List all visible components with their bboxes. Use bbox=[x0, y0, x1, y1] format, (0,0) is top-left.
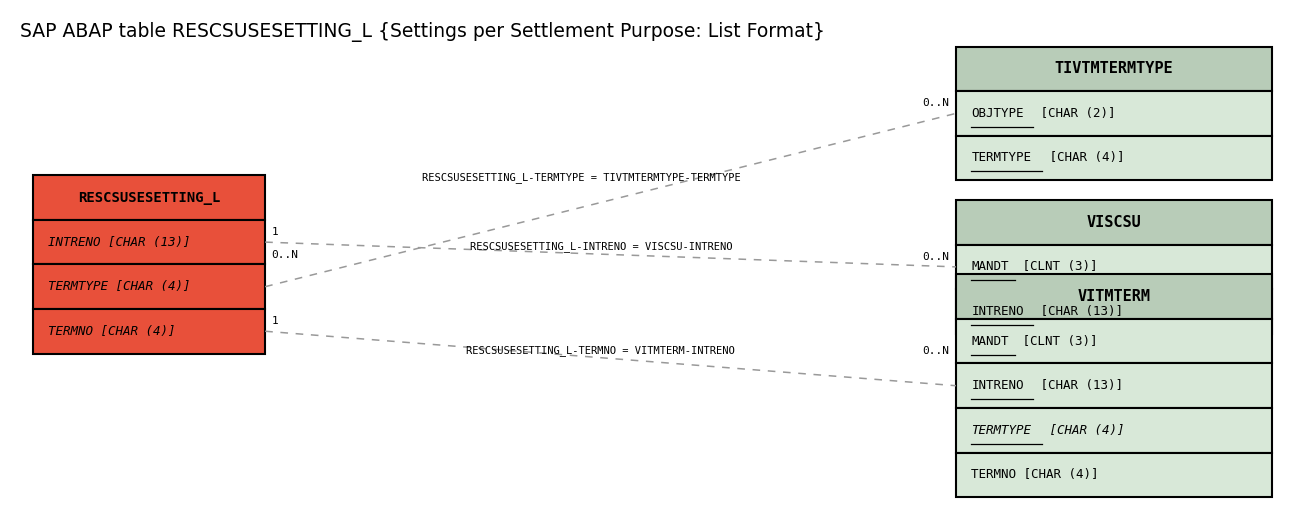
Text: MANDT: MANDT bbox=[971, 261, 1009, 273]
Text: TERMTYPE: TERMTYPE bbox=[971, 424, 1031, 437]
Text: TERMTYPE: TERMTYPE bbox=[971, 152, 1031, 164]
Text: 0..N: 0..N bbox=[923, 98, 950, 108]
Text: RESCSUSESETTING_L-TERMTYPE = TIVTMTERMTYPE-TERMTYPE: RESCSUSESETTING_L-TERMTYPE = TIVTMTERMTY… bbox=[422, 172, 741, 183]
Bar bbox=[955, 319, 1272, 363]
Text: [CHAR (4)]: [CHAR (4)] bbox=[1041, 152, 1124, 164]
Text: VISCSU: VISCSU bbox=[1087, 215, 1142, 230]
Text: OBJTYPE: OBJTYPE bbox=[971, 107, 1024, 120]
Text: 0..N: 0..N bbox=[923, 252, 950, 262]
Text: TERMTYPE [CHAR (4)]: TERMTYPE [CHAR (4)] bbox=[48, 280, 191, 293]
Text: [CHAR (13)]: [CHAR (13)] bbox=[1032, 379, 1122, 392]
Bar bbox=[955, 453, 1272, 497]
Bar bbox=[955, 363, 1272, 408]
Text: VITMTERM: VITMTERM bbox=[1078, 289, 1151, 304]
Text: TERMNO [CHAR (4)]: TERMNO [CHAR (4)] bbox=[971, 468, 1099, 482]
Text: 0..N: 0..N bbox=[923, 346, 950, 356]
Text: 1: 1 bbox=[271, 227, 278, 237]
Bar bbox=[955, 274, 1272, 319]
Text: [CHAR (2)]: [CHAR (2)] bbox=[1032, 107, 1116, 120]
Text: RESCSUSESETTING_L: RESCSUSESETTING_L bbox=[78, 190, 221, 205]
Text: RESCSUSESETTING_L-INTRENO = VISCSU-INTRENO: RESCSUSESETTING_L-INTRENO = VISCSU-INTRE… bbox=[470, 241, 732, 252]
Bar bbox=[33, 220, 265, 264]
Bar bbox=[955, 91, 1272, 136]
Bar bbox=[955, 245, 1272, 289]
Text: RESCSUSESETTING_L-TERMNO = VITMTERM-INTRENO: RESCSUSESETTING_L-TERMNO = VITMTERM-INTR… bbox=[466, 345, 735, 356]
Bar bbox=[33, 309, 265, 354]
Text: [CLNT (3)]: [CLNT (3)] bbox=[1015, 261, 1098, 273]
Text: [CLNT (3)]: [CLNT (3)] bbox=[1015, 334, 1098, 348]
Text: [CHAR (4)]: [CHAR (4)] bbox=[1041, 424, 1124, 437]
Bar bbox=[955, 136, 1272, 180]
Bar bbox=[33, 264, 265, 309]
Text: 1: 1 bbox=[271, 316, 278, 326]
Bar bbox=[955, 46, 1272, 91]
Text: TIVTMTERMTYPE: TIVTMTERMTYPE bbox=[1054, 61, 1173, 76]
Text: [CHAR (13)]: [CHAR (13)] bbox=[1032, 305, 1122, 318]
Text: SAP ABAP table RESCSUSESETTING_L {Settings per Settlement Purpose: List Format}: SAP ABAP table RESCSUSESETTING_L {Settin… bbox=[20, 22, 825, 42]
Bar bbox=[955, 289, 1272, 334]
Text: MANDT: MANDT bbox=[971, 334, 1009, 348]
Text: INTRENO: INTRENO bbox=[971, 379, 1024, 392]
Bar bbox=[955, 408, 1272, 453]
Text: INTRENO: INTRENO bbox=[971, 305, 1024, 318]
Bar bbox=[955, 200, 1272, 245]
Text: 0..N: 0..N bbox=[271, 249, 299, 260]
Text: INTRENO [CHAR (13)]: INTRENO [CHAR (13)] bbox=[48, 236, 191, 248]
Text: TERMNO [CHAR (4)]: TERMNO [CHAR (4)] bbox=[48, 325, 176, 338]
Bar bbox=[33, 175, 265, 220]
